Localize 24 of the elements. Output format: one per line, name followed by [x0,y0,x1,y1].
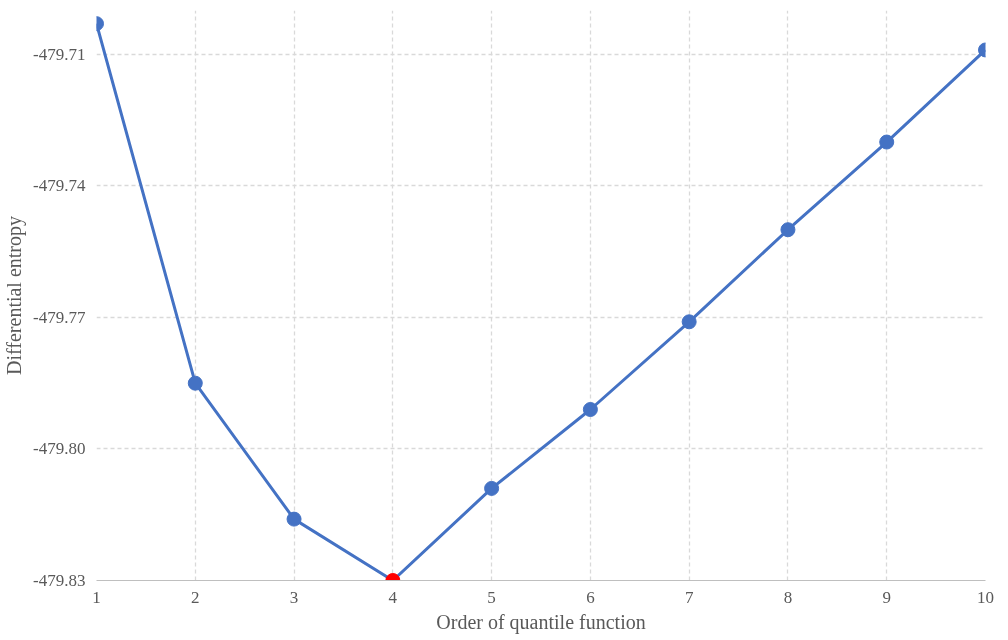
x-tick-label: 10 [977,587,994,607]
y-tick-label: -479.80 [33,439,86,459]
y-tick-label: -479.77 [33,307,86,327]
x-tick-label: 1 [92,587,101,607]
x-tick-label: 8 [783,587,793,607]
x-tick-label: 9 [882,587,891,607]
x-tick-label: 6 [586,587,595,607]
y-tick-label: -479.71 [33,44,86,64]
point [582,402,598,417]
y-axis-title: Differential entropy [3,215,27,376]
y-tick-label: -479.74 [33,176,86,196]
point [484,480,500,496]
x-axis-title: Order of quantile function [436,610,646,634]
point [681,314,697,330]
x-tick-label: 2 [191,587,200,607]
point [780,222,796,238]
x-tick-label: 7 [684,587,694,607]
x-tick-label: 4 [388,587,398,607]
point [187,375,203,391]
point [879,134,895,150]
x-tick-label: 5 [487,587,496,607]
point [286,511,302,527]
y-tick-label: -479.83 [33,571,86,590]
x-tick-label: 3 [289,587,299,607]
